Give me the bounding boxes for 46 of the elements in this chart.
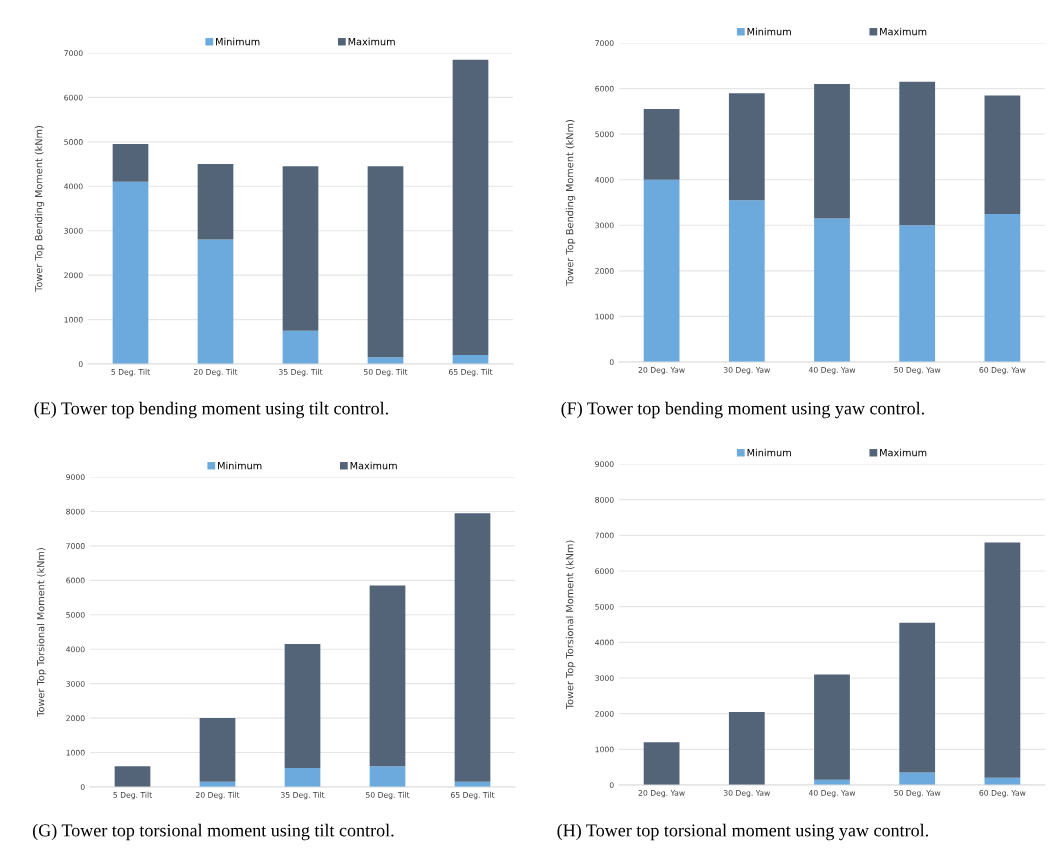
text: (F) Tower top bending moment using yaw control. <box>561 401 924 419</box>
bar <box>643 179 680 362</box>
bar <box>643 742 680 785</box>
bar <box>984 542 1021 778</box>
y-axis-title: Tower Top Torsional Moment (kNm) <box>565 540 576 710</box>
bar <box>114 766 151 787</box>
bar <box>728 200 765 362</box>
bar <box>199 718 236 782</box>
bar <box>282 330 319 364</box>
legend-label: Minimum <box>216 37 260 46</box>
bar <box>367 166 404 358</box>
bar <box>284 644 321 769</box>
bar <box>369 766 406 787</box>
bar <box>984 213 1021 362</box>
legend-label: Minimum <box>218 461 262 470</box>
bar <box>899 225 936 362</box>
bar <box>814 674 850 780</box>
bar <box>728 93 765 201</box>
bar <box>284 768 321 787</box>
legend-label: Minimum <box>747 27 791 36</box>
legend-label: Minimum <box>747 448 791 457</box>
bar <box>452 59 489 356</box>
bar <box>899 81 936 226</box>
text: (E) Tower top bending moment using tilt control. <box>34 401 388 419</box>
y-axis-title: Tower Top Bending Moment (kNm) <box>565 120 576 286</box>
legend-label: Maximum <box>880 27 927 36</box>
bar <box>643 109 680 180</box>
bar <box>112 181 149 364</box>
bar <box>984 95 1021 214</box>
legend-label: Maximum <box>350 461 397 470</box>
bar <box>282 166 319 331</box>
bar <box>814 218 850 362</box>
y-axis-title: Tower Top Bending Moment (kNm) <box>34 126 45 292</box>
bar <box>899 622 936 773</box>
text: (H) Tower top torsional moment using yaw control. <box>557 823 928 841</box>
bar <box>112 144 149 182</box>
y-axis-title: Tower Top Torsional Moment (kNm) <box>36 548 47 717</box>
bar <box>728 711 765 785</box>
text: (G) Tower top torsional moment using tilt control. <box>32 823 394 841</box>
bar <box>369 585 406 767</box>
bar <box>454 513 491 782</box>
bar <box>197 239 234 364</box>
bar <box>197 164 234 240</box>
bar <box>814 84 850 219</box>
legend-label: Maximum <box>880 448 927 457</box>
legend-label: Maximum <box>348 37 395 46</box>
